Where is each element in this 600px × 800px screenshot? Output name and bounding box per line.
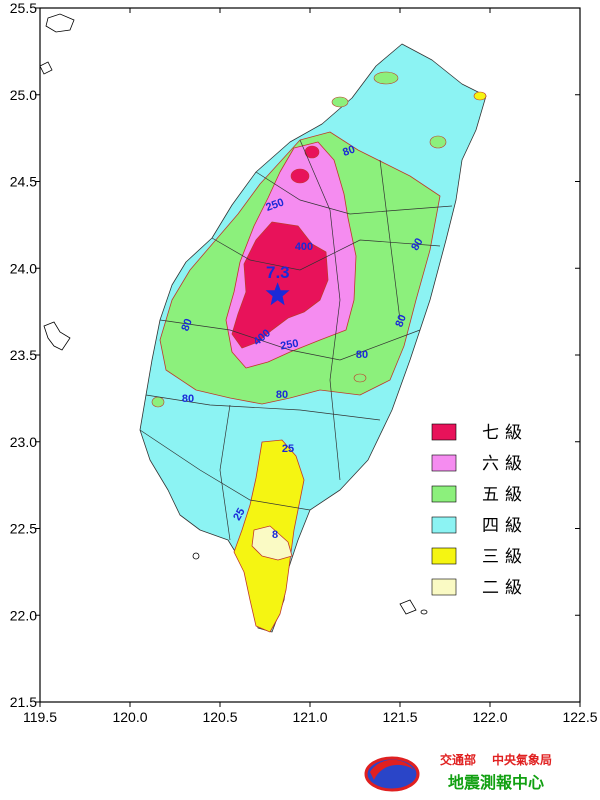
- zone-level-5-spot: [331, 96, 349, 108]
- y-tick-label: 22.0: [10, 607, 37, 623]
- legend-swatch: [431, 547, 457, 565]
- lanyu-island: [420, 609, 428, 615]
- contour-label: 80: [182, 393, 194, 405]
- x-tick-label: 121.0: [292, 709, 327, 725]
- epicenter-star-icon: [265, 282, 290, 306]
- zone-level-5-spot: [429, 135, 447, 149]
- intensity-zones: [139, 43, 487, 633]
- zone-level-3-spot: [473, 91, 487, 101]
- zone-level-7: [231, 221, 329, 349]
- legend-swatch: [431, 485, 457, 503]
- legend-label: 三級: [482, 547, 528, 567]
- zone-level-5-spot: [151, 396, 165, 408]
- x-tick-label: 122.5: [562, 709, 597, 725]
- contour-label: 80: [393, 313, 408, 329]
- county-boundaries: [139, 139, 453, 541]
- contour-label: 8: [272, 529, 278, 541]
- lamay-island: [192, 552, 200, 560]
- x-tick-label: 120.0: [112, 709, 147, 725]
- contour-label: 80: [179, 317, 194, 333]
- y-axis: 25.5 25.0 24.5 24.0 23.5 23.0 22.5 22.0 21.5: [10, 0, 580, 710]
- x-axis: 119.5 120.0 120.5 121.0 121.5 122.0 122.5: [23, 8, 598, 725]
- zone-level-7-spot: [290, 168, 310, 184]
- legend-label: 二級: [482, 578, 528, 598]
- legend-swatch: [431, 454, 457, 472]
- contour-label: 250: [279, 338, 299, 353]
- x-tick-label: 120.5: [202, 709, 237, 725]
- logo-swirl-icon: [370, 759, 414, 780]
- logo-ministry-text: 交通部: [440, 752, 476, 767]
- legend-swatch: [431, 516, 457, 534]
- y-tick-label: 25.5: [10, 0, 37, 16]
- x-tick-label: 121.5: [382, 709, 417, 725]
- contour-label: 250: [264, 196, 285, 214]
- logo-bureau-text: 中央氣象局: [492, 752, 552, 767]
- y-tick-label: 24.5: [10, 174, 37, 190]
- contour-label: 80: [341, 143, 357, 158]
- zone-level-5-spot: [353, 373, 367, 383]
- legend-label: 七級: [482, 423, 528, 443]
- y-tick-label: 23.5: [10, 347, 37, 363]
- contour-label: 25: [282, 443, 294, 455]
- contour-label: 80: [356, 349, 368, 361]
- legend-label: 六級: [482, 454, 528, 474]
- x-tick-label: 122.0: [472, 709, 507, 725]
- legend-label: 四級: [482, 516, 528, 536]
- y-tick-label: 23.0: [10, 434, 37, 450]
- zone-level-2: [251, 525, 293, 561]
- logo-center-text: 地震測報中心: [448, 773, 544, 792]
- y-tick-label: 21.5: [10, 694, 37, 710]
- y-tick-label: 22.5: [10, 521, 37, 537]
- contour-label: 80: [276, 389, 288, 401]
- x-tick-label: 119.5: [23, 709, 57, 725]
- magnitude-label: 7.3: [266, 263, 290, 282]
- legend-swatch: [431, 578, 457, 596]
- contour-label: 400: [295, 241, 313, 253]
- legend-swatch: [431, 423, 457, 441]
- matsu-island: [39, 61, 53, 75]
- contour-label: 80: [409, 236, 426, 253]
- penghu-islands: [43, 321, 71, 351]
- kinmen-island: [45, 13, 75, 33]
- legend-label: 五級: [482, 485, 528, 505]
- y-tick-label: 25.0: [10, 87, 37, 103]
- offshore-islands: [39, 13, 428, 615]
- zone-level-5-spot: [373, 71, 399, 85]
- y-tick-label: 24.0: [10, 260, 37, 276]
- cwb-logo: 交通部 中央氣象局 地震測報中心: [364, 752, 552, 792]
- green-island: [399, 599, 417, 615]
- contour-label: 25: [231, 506, 248, 523]
